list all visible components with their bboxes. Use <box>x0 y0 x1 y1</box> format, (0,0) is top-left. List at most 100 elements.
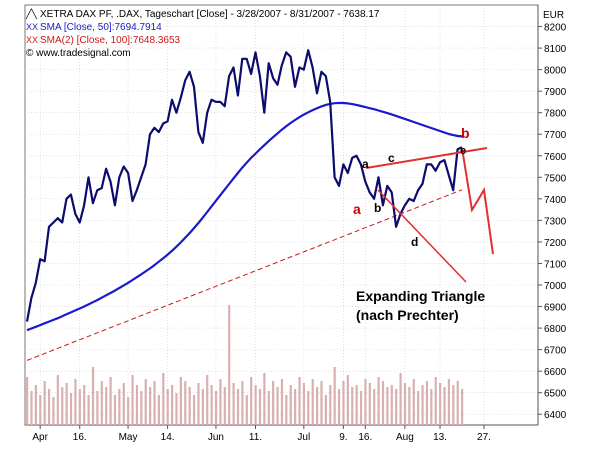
volume-bar <box>206 375 209 425</box>
volume-bar <box>214 391 218 425</box>
y-tick-label: 7700 <box>544 130 567 141</box>
volume-bar <box>254 385 257 425</box>
volume-bar <box>118 389 121 425</box>
triangle-upper-line <box>365 147 488 169</box>
volume-bar <box>122 383 125 425</box>
wave-label-d: d <box>411 235 418 249</box>
volume-bar <box>91 367 95 425</box>
y-tick-label: 7000 <box>544 281 567 292</box>
wave-annotations: a b a b c d e Expanding Triangle (nach P… <box>353 125 494 323</box>
volume-bar <box>56 375 59 425</box>
volume-bar <box>43 381 46 425</box>
y-tick-label: 7300 <box>544 216 567 227</box>
x-tick-label: Jul <box>297 432 310 443</box>
volume-bar <box>425 381 429 425</box>
volume-bar <box>368 383 371 425</box>
volume-bar <box>65 383 68 425</box>
x-tick-label: Apr <box>32 432 48 443</box>
volume-bar <box>245 395 248 425</box>
volume-bar <box>320 381 323 425</box>
y-tick-label: 7500 <box>544 173 567 184</box>
y-tick-label: 7600 <box>544 152 567 163</box>
volume-bar <box>232 383 235 425</box>
volume-bar <box>373 389 376 425</box>
volume-bar <box>47 389 51 425</box>
volume-bar <box>386 387 389 425</box>
y-tick-label: 8200 <box>544 23 567 34</box>
legend: ╱╲ XETRA DAX PF, .DAX, Tageschart [Close]… <box>26 8 379 60</box>
y-axis-ticks: 6400 6500 6600 6700 6800 6900 7000 7100 7200 7300… <box>538 23 567 421</box>
volume-bar <box>452 385 455 425</box>
y-tick-label: 8100 <box>544 44 567 55</box>
pattern-caption-line2: (nach Prechter) <box>356 307 459 323</box>
volume-bar <box>39 395 42 425</box>
volume-bar <box>359 391 363 425</box>
volume-bar <box>461 389 464 425</box>
volume-bar <box>403 383 407 425</box>
y-tick-label: 8000 <box>544 66 567 77</box>
volume-bar <box>337 389 341 425</box>
volume-bar <box>30 391 33 425</box>
wave-label-b-red: b <box>461 125 470 141</box>
volume-bar <box>184 381 187 425</box>
x-tick-label: Aug <box>396 432 414 443</box>
sma50-marker-icon: XX <box>26 22 39 32</box>
legend-source-row: © www.tradesignal.com <box>26 47 379 60</box>
volume-bar <box>157 395 161 425</box>
volume-bar <box>430 389 433 425</box>
x-tick-label: 9. <box>339 432 347 443</box>
volume-bar <box>258 389 262 425</box>
volume-bar <box>83 385 86 425</box>
x-tick-label: 11. <box>249 432 262 443</box>
x-tick-label: 16. <box>73 432 87 443</box>
sma100-marker-icon: XX <box>26 35 39 45</box>
series-line-price <box>25 49 463 322</box>
chart-title: XETRA DAX PF, .DAX, Tageschart [Close] -… <box>40 9 380 20</box>
volume-bar <box>113 395 117 425</box>
x-axis-ticks: Apr 16. May 14. Jun 11. Jul 9. 16. Aug 13. 27. <box>32 425 491 443</box>
volume-bar <box>61 387 64 425</box>
series-line-sma50 <box>26 101 463 332</box>
volume-bar <box>285 395 288 425</box>
volume-bar <box>179 377 182 425</box>
volume-bar <box>434 377 437 425</box>
volume-bar <box>355 385 358 425</box>
volume-bar <box>377 377 380 425</box>
y-tick-label: 7100 <box>544 259 567 270</box>
volume-bar <box>324 395 327 425</box>
volume-bar <box>408 387 411 425</box>
x-tick-label: May <box>119 432 138 443</box>
volume-bar <box>333 367 336 425</box>
volume-bar <box>289 385 292 425</box>
wave-label-c: c <box>388 151 395 165</box>
volume-bar <box>417 391 420 425</box>
volume-bar <box>144 379 147 425</box>
volume-bar <box>105 387 108 425</box>
volume-bar <box>267 391 270 425</box>
volume-bar <box>250 377 253 425</box>
legend-title-row: ╱╲ XETRA DAX PF, .DAX, Tageschart [Close]… <box>26 8 379 21</box>
plot-frame <box>24 4 539 426</box>
y-tick-label: 6800 <box>544 324 567 335</box>
volume-bar <box>447 379 451 425</box>
volume-bar <box>140 391 143 425</box>
series-lines <box>25 49 463 361</box>
volume-bar <box>272 381 275 425</box>
legend-sma50-row: XX SMA [Close, 50]:7694.7914 <box>26 21 379 34</box>
volume-bar <box>351 387 354 425</box>
volume-bar <box>34 385 37 425</box>
x-tick-label: 16. <box>358 432 372 443</box>
pattern-caption-line1: Expanding Triangle <box>356 288 485 304</box>
volume-bar <box>316 387 319 425</box>
y-tick-label: 6900 <box>544 303 567 314</box>
volume-bar <box>263 373 266 425</box>
volume-bar <box>381 381 385 425</box>
legend-sma50: SMA [Close, 50]:7694.7914 <box>40 22 162 33</box>
y-tick-label: 6700 <box>544 346 567 357</box>
y-tick-label: 7200 <box>544 238 567 249</box>
volume-bar <box>26 377 29 425</box>
volume-bar <box>100 381 103 425</box>
volume-bar <box>236 389 240 425</box>
